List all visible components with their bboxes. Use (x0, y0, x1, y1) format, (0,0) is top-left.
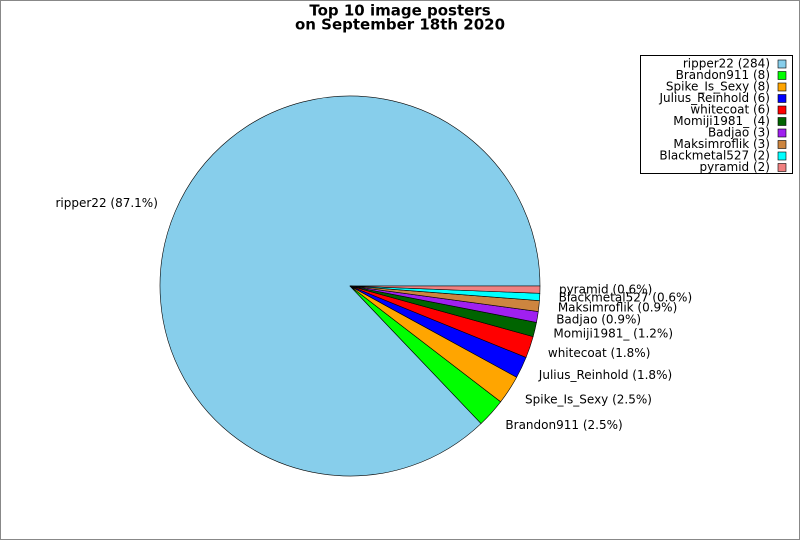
slice-label: pyramid (0.6%) (559, 283, 652, 297)
slice-label: Momiji1981_ (1.2%) (553, 326, 673, 340)
legend-label: Badjao (3) (708, 126, 770, 140)
legend-swatch (777, 105, 787, 115)
chart-title: Top 10 image posters (309, 2, 490, 20)
legend-swatch (777, 128, 787, 138)
legend-box (640, 55, 793, 174)
legend-label: whitecoat (6) (690, 103, 770, 117)
legend-label: Brandon911 (8) (676, 68, 770, 82)
legend-swatch (777, 151, 787, 161)
slice-label: Julius_Reinhold (1.8%) (538, 368, 672, 382)
legend-swatch (777, 82, 787, 92)
legend-label: Julius_Reinhold (6) (658, 91, 770, 105)
slice-label: Blackmetal527 (0.6%) (559, 291, 693, 305)
legend-label: Blackmetal527 (2) (659, 149, 770, 163)
pie-slice (349, 285, 541, 294)
slice-label: ripper22 (87.1%) (55, 196, 157, 210)
legend-swatch (777, 163, 787, 172)
legend-swatch (777, 117, 787, 126)
slice-label: Brandon911 (2.5%) (505, 418, 622, 432)
legend-label: Maksimroflik (3) (673, 137, 770, 151)
legend-label: pyramid (2) (700, 160, 770, 174)
legend-label: Momiji1981_ (4) (673, 114, 770, 128)
legend-swatch (777, 140, 787, 149)
chart-title: on September 18th 2020 (295, 16, 505, 34)
legend-swatch (777, 59, 787, 69)
legend-label: ripper22 (284) (683, 57, 770, 71)
slice-label: Spike_Is_Sexy (2.5%) (525, 393, 652, 407)
legend-swatch (777, 71, 787, 80)
slice-label: Maksimroflik (0.9%) (558, 301, 677, 315)
legend-label: Spike_Is_Sexy (8) (666, 80, 770, 94)
slice-label: whitecoat (1.8%) (548, 346, 651, 360)
slice-label: Badjao (0.9%) (556, 313, 641, 327)
legend-swatch (777, 94, 787, 103)
